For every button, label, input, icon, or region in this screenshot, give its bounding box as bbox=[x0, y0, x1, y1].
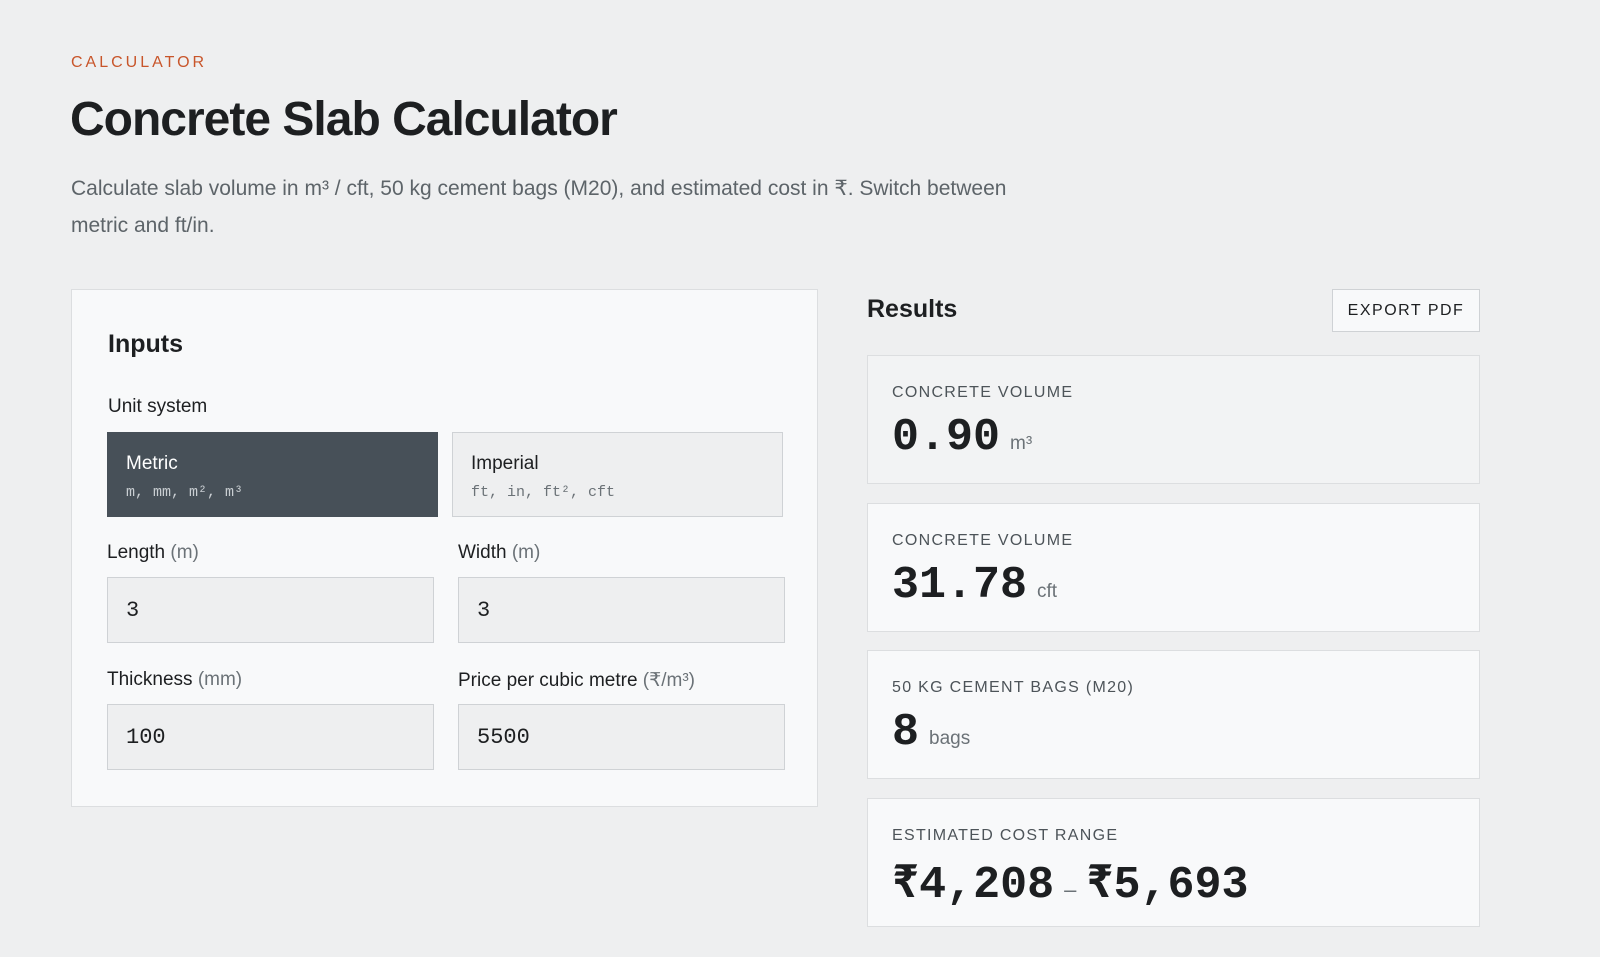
field-unit: (m) bbox=[170, 542, 199, 563]
result-value: ₹4,208 bbox=[892, 859, 1055, 911]
field-label: Thickness (mm) bbox=[107, 669, 242, 691]
field-label-text: Price per cubic metre bbox=[458, 670, 638, 691]
result-value-row: 31.78 cft bbox=[892, 560, 1057, 611]
field-unit: (m) bbox=[511, 542, 541, 563]
field-unit: (mm) bbox=[197, 669, 243, 690]
text-input[interactable]: 5500 bbox=[458, 704, 785, 770]
result-value-high: ₹5,693 bbox=[1086, 859, 1249, 911]
unit-option[interactable]: Imperial ft, in, ft², cft bbox=[452, 432, 783, 517]
field-label: Price per cubic metre (₹/m³) bbox=[458, 669, 695, 692]
text-input[interactable]: 100 bbox=[107, 704, 434, 770]
field-label-text: Width bbox=[458, 542, 507, 563]
panel-title: Inputs bbox=[108, 330, 183, 358]
export-button[interactable]: EXPORT PDF bbox=[1332, 289, 1480, 332]
field-label-text: Thickness bbox=[107, 669, 193, 690]
result-value: 0.90 bbox=[892, 412, 1001, 463]
text-input[interactable]: 3 bbox=[458, 577, 785, 643]
result-value: 8 bbox=[892, 707, 920, 758]
text-input[interactable]: 3 bbox=[107, 577, 434, 643]
field-unit: (₹/m³) bbox=[642, 670, 695, 691]
result-value-row: 0.90 m³ bbox=[892, 412, 1032, 463]
unit-list: m, mm, m², m³ bbox=[126, 484, 244, 501]
result-label: CONCRETE VOLUME bbox=[892, 384, 1074, 401]
field-label: Length (m) bbox=[107, 542, 199, 564]
results-title: Results bbox=[867, 295, 958, 323]
result-label: ESTIMATED COST RANGE bbox=[892, 826, 1119, 844]
result-card: CONCRETE VOLUME 31.78 cft bbox=[867, 502, 1480, 632]
description: Calculate slab volume in m³ / cft, 50 kg… bbox=[71, 177, 1007, 237]
eyebrow: CALCULATOR bbox=[71, 54, 208, 71]
range-separator: – bbox=[1064, 876, 1077, 902]
inputs-panel: Inputs Unit system Metric m, mm, m², m³ Im… bbox=[71, 289, 818, 807]
result-unit: cft bbox=[1037, 580, 1058, 602]
result-value-row: ₹4,208– ₹5,693 bbox=[892, 855, 1249, 911]
result-value: 31.78 bbox=[892, 559, 1028, 611]
unit-list: ft, in, ft², cft bbox=[471, 484, 616, 501]
result-unit: bags bbox=[929, 728, 971, 749]
unit-name: Metric bbox=[126, 453, 178, 474]
unit-system-label: Unit system bbox=[108, 396, 208, 417]
result-label: CONCRETE VOLUME bbox=[892, 531, 1074, 549]
result-unit: m³ bbox=[1010, 433, 1033, 454]
page-title: Concrete Slab Calculator bbox=[70, 93, 618, 146]
field-label-text: Length bbox=[107, 542, 166, 563]
unit-name: Imperial bbox=[471, 453, 539, 474]
field-label: Width (m) bbox=[458, 542, 540, 564]
result-card: 50 KG CEMENT BAGS (M20) 8 bags bbox=[867, 650, 1480, 779]
result-card: CONCRETE VOLUME 0.90 m³ bbox=[867, 355, 1480, 484]
result-card: ESTIMATED COST RANGE ₹4,208– ₹5,693 bbox=[867, 797, 1480, 927]
unit-option[interactable]: Metric m, mm, m², m³ bbox=[107, 432, 438, 517]
result-label: 50 KG CEMENT BAGS (M20) bbox=[892, 679, 1135, 696]
result-value-row: 8 bags bbox=[892, 707, 970, 758]
